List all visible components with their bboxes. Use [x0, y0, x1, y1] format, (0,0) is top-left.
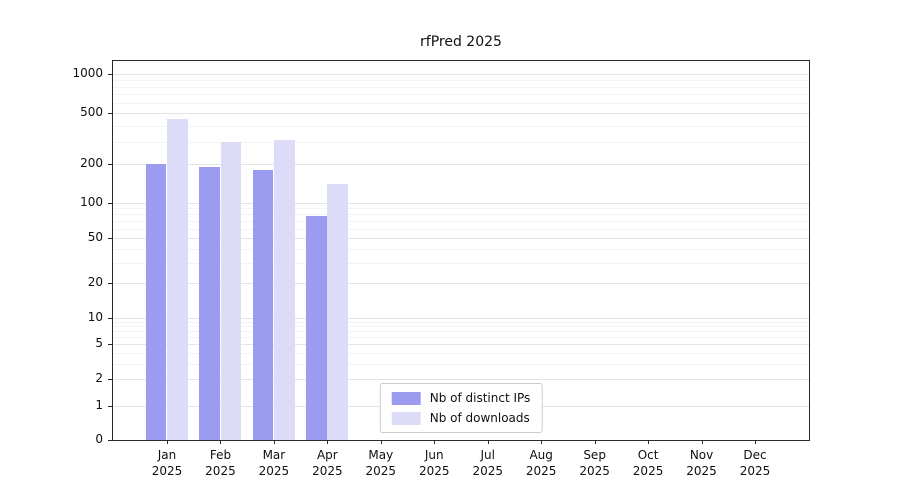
y-tick-mark [108, 344, 112, 346]
x-tick-mark [648, 440, 650, 444]
legend-swatch-downloads [391, 411, 421, 425]
x-tick-mark [754, 440, 756, 444]
x-tick-label-sep: Sep 2025 [579, 448, 610, 478]
legend-label: Nb of downloads [429, 411, 530, 425]
bar-downloads-mar [273, 139, 295, 440]
minor-gridline [113, 141, 809, 143]
y-tick-label: 1 [95, 397, 103, 412]
legend: Nb of distinct IPs Nb of downloads [379, 383, 543, 433]
minor-gridline [113, 125, 809, 127]
y-tick-mark [108, 203, 112, 205]
x-tick-label-apr: Apr 2025 [312, 448, 343, 478]
legend-label: Nb of distinct IPs [429, 391, 531, 405]
y-tick-mark [108, 113, 112, 115]
y-tick-label: 500 [80, 105, 103, 120]
x-tick-label-jan: Jan 2025 [151, 448, 183, 478]
x-tick-mark [541, 440, 543, 444]
plot-area: Nb of distinct IPs Nb of downloads [112, 60, 810, 441]
bar-distinct-ips-apr [306, 215, 327, 440]
minor-gridline [113, 94, 809, 96]
bar-downloads-apr [327, 184, 349, 440]
chart-title: rfPred 2025 [420, 34, 502, 50]
x-tick-mark [380, 440, 382, 444]
x-tick-label-mar: Mar 2025 [258, 448, 290, 478]
x-tick-mark [327, 440, 329, 444]
y-tick-label: 5 [95, 336, 103, 351]
y-tick-label: 0 [95, 432, 103, 446]
bar-downloads-feb [220, 141, 242, 440]
minor-gridline [113, 102, 809, 104]
y-tick-label: 20 [87, 275, 103, 290]
x-tick-label-nov: Nov 2025 [686, 448, 717, 478]
y-tick-label: 200 [80, 156, 103, 171]
y-tick-label: 50 [87, 229, 103, 244]
bar-distinct-ips-mar [252, 170, 274, 440]
legend-swatch-distinct-ips [391, 391, 421, 405]
bar-downloads-jan [167, 119, 188, 440]
major-gridline [113, 164, 809, 166]
y-tick-mark [108, 237, 112, 239]
x-tick-label-dec: Dec 2025 [739, 448, 771, 478]
y-tick-label: 10 [87, 309, 103, 324]
major-gridline [113, 113, 809, 115]
bar-distinct-ips-jan [145, 164, 167, 440]
x-tick-label-may: May 2025 [365, 448, 397, 478]
legend-item: Nb of distinct IPs [391, 391, 531, 405]
x-tick-mark [701, 440, 703, 444]
y-tick-mark [108, 164, 112, 166]
minor-gridline [113, 80, 809, 82]
bar-distinct-ips-feb [199, 167, 220, 440]
y-tick-mark [108, 379, 112, 381]
y-tick-label: 100 [80, 195, 103, 210]
x-tick-label-jul: Jul 2025 [472, 448, 503, 478]
y-tick-label: 1000 [72, 66, 103, 81]
x-tick-label-oct: Oct 2025 [632, 448, 664, 478]
minor-gridline [113, 86, 809, 88]
x-tick-mark [273, 440, 275, 444]
x-tick-mark [220, 440, 222, 444]
y-tick-mark [108, 283, 112, 285]
x-tick-label-jun: Jun 2025 [418, 448, 450, 478]
major-gridline [113, 74, 809, 76]
x-tick-mark [594, 440, 596, 444]
x-tick-label-feb: Feb 2025 [205, 448, 236, 478]
y-tick-label: 2 [95, 371, 103, 386]
y-tick-mark [108, 74, 112, 76]
y-tick-mark [108, 317, 112, 319]
x-tick-mark [434, 440, 436, 444]
x-tick-mark [167, 440, 168, 444]
x-tick-label-aug: Aug 2025 [525, 448, 557, 478]
y-tick-mark [108, 440, 112, 441]
legend-item: Nb of downloads [391, 411, 531, 425]
x-tick-mark [487, 440, 489, 444]
y-tick-mark [108, 405, 112, 407]
